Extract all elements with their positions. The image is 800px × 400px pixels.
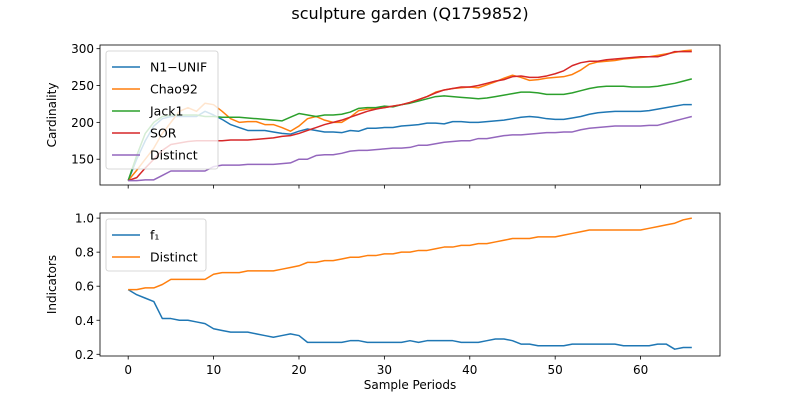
axes-frame [99,44,721,186]
legend-box [105,218,207,272]
y-tick-label: 150 [71,153,94,167]
y-tick-label: 300 [71,42,94,56]
legend-label: N1−UNIF [150,60,207,75]
series-line-1-1 [128,217,692,291]
y-tick-label: 250 [71,79,94,93]
y-tick-label: 0.2 [75,348,94,362]
x-tick-label: 30 [377,363,392,377]
legend-label: Jack1 [149,104,183,119]
series-line-1-0 [127,288,692,350]
x-tick-label: 40 [462,363,477,377]
x-tick-label: 50 [548,363,563,377]
legend-label: f₁ [150,228,159,243]
y-tick-label: 0.8 [75,246,94,260]
x-axis-label: Sample Periods [364,378,456,392]
x-tick-label: 60 [633,363,648,377]
legend-box [105,50,219,170]
series-line-0-4 [128,115,693,182]
legend-label: Distinct [150,148,198,163]
x-tick-label: 20 [291,363,306,377]
legend-label: SOR [150,126,177,141]
y-tick-label: 1.0 [75,212,94,226]
series-line-0-0 [127,103,692,181]
y-tick-label: 200 [71,116,94,130]
y-tick-label: 0.4 [75,314,94,328]
axes-frame [99,212,721,357]
y-tick-label: 0.6 [75,280,94,294]
y-axis-label: Cardinality [45,83,59,148]
series-line-0-3 [127,50,692,182]
legend-label: Chao92 [150,82,198,97]
x-tick-label: 0 [124,363,132,377]
legend-label: Distinct [150,250,198,265]
legend: N1−UNIF Chao92 Jack1 SOR Distinct [105,50,219,170]
x-tick-label: 10 [206,363,221,377]
chart-2: 0 10 20 30 40 50 60 0.2 0.4 0.6 0.8 1.0 Indicators Sa… [45,212,721,392]
figure-title: sculpture garden (Q1759852) [291,4,528,23]
y-axis-label: Indicators [45,255,59,314]
legend: f₁ Distinct [105,218,207,272]
chart-1: 150 200 250 300 Cardinality N1−UNIF Chao92 Jack… [45,42,721,189]
charts: 150200250300CardinalityN1−UNIFChao92Jack… [45,42,721,392]
